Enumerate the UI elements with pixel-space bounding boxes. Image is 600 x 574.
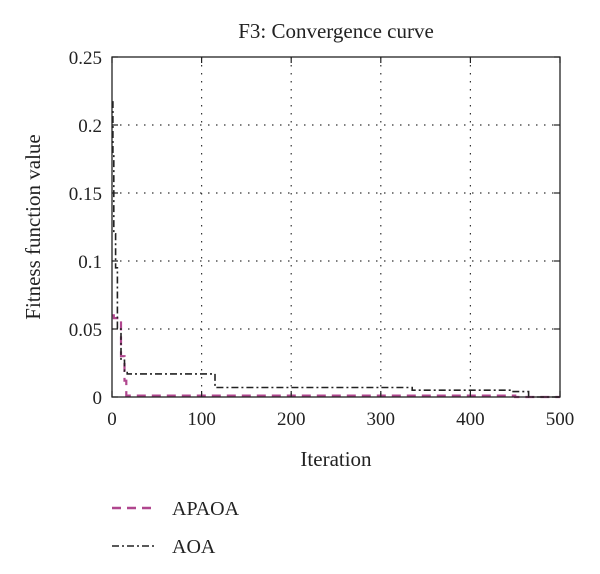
y-tick-label: 0.2: [78, 116, 102, 137]
grid: [112, 57, 560, 397]
series-line-aoa: [112, 101, 560, 398]
x-tick-label: 300: [367, 409, 396, 430]
legend-label-aoa: AOA: [172, 536, 216, 558]
x-tick-label: 200: [277, 409, 306, 430]
y-tick-label: 0: [93, 388, 103, 409]
x-tick-label: 100: [187, 409, 216, 430]
y-tick-label: 0.05: [69, 320, 102, 341]
legend-label-apaoa: APAOA: [172, 498, 240, 520]
legend: APAOA AOA: [112, 498, 240, 558]
tick-labels: 0 100 200 300 400 500 0 0.05 0.1 0.15 0.2 0.25: [69, 48, 575, 430]
chart-title: F3: Convergence curve: [238, 19, 434, 43]
x-tick-label: 400: [456, 409, 485, 430]
series-group: [112, 101, 560, 399]
y-tick-label: 0.25: [69, 48, 102, 69]
x-tick-label: 0: [107, 409, 117, 430]
plot-frame: [111, 56, 561, 398]
y-tick-label: 0.1: [78, 252, 102, 273]
x-tick-label: 500: [546, 409, 575, 430]
y-tick-label: 0.15: [69, 184, 102, 205]
x-axis-label: Iteration: [300, 447, 372, 471]
series-line-apaoa: [112, 314, 560, 399]
y-axis-label: Fitness function value: [21, 134, 45, 319]
